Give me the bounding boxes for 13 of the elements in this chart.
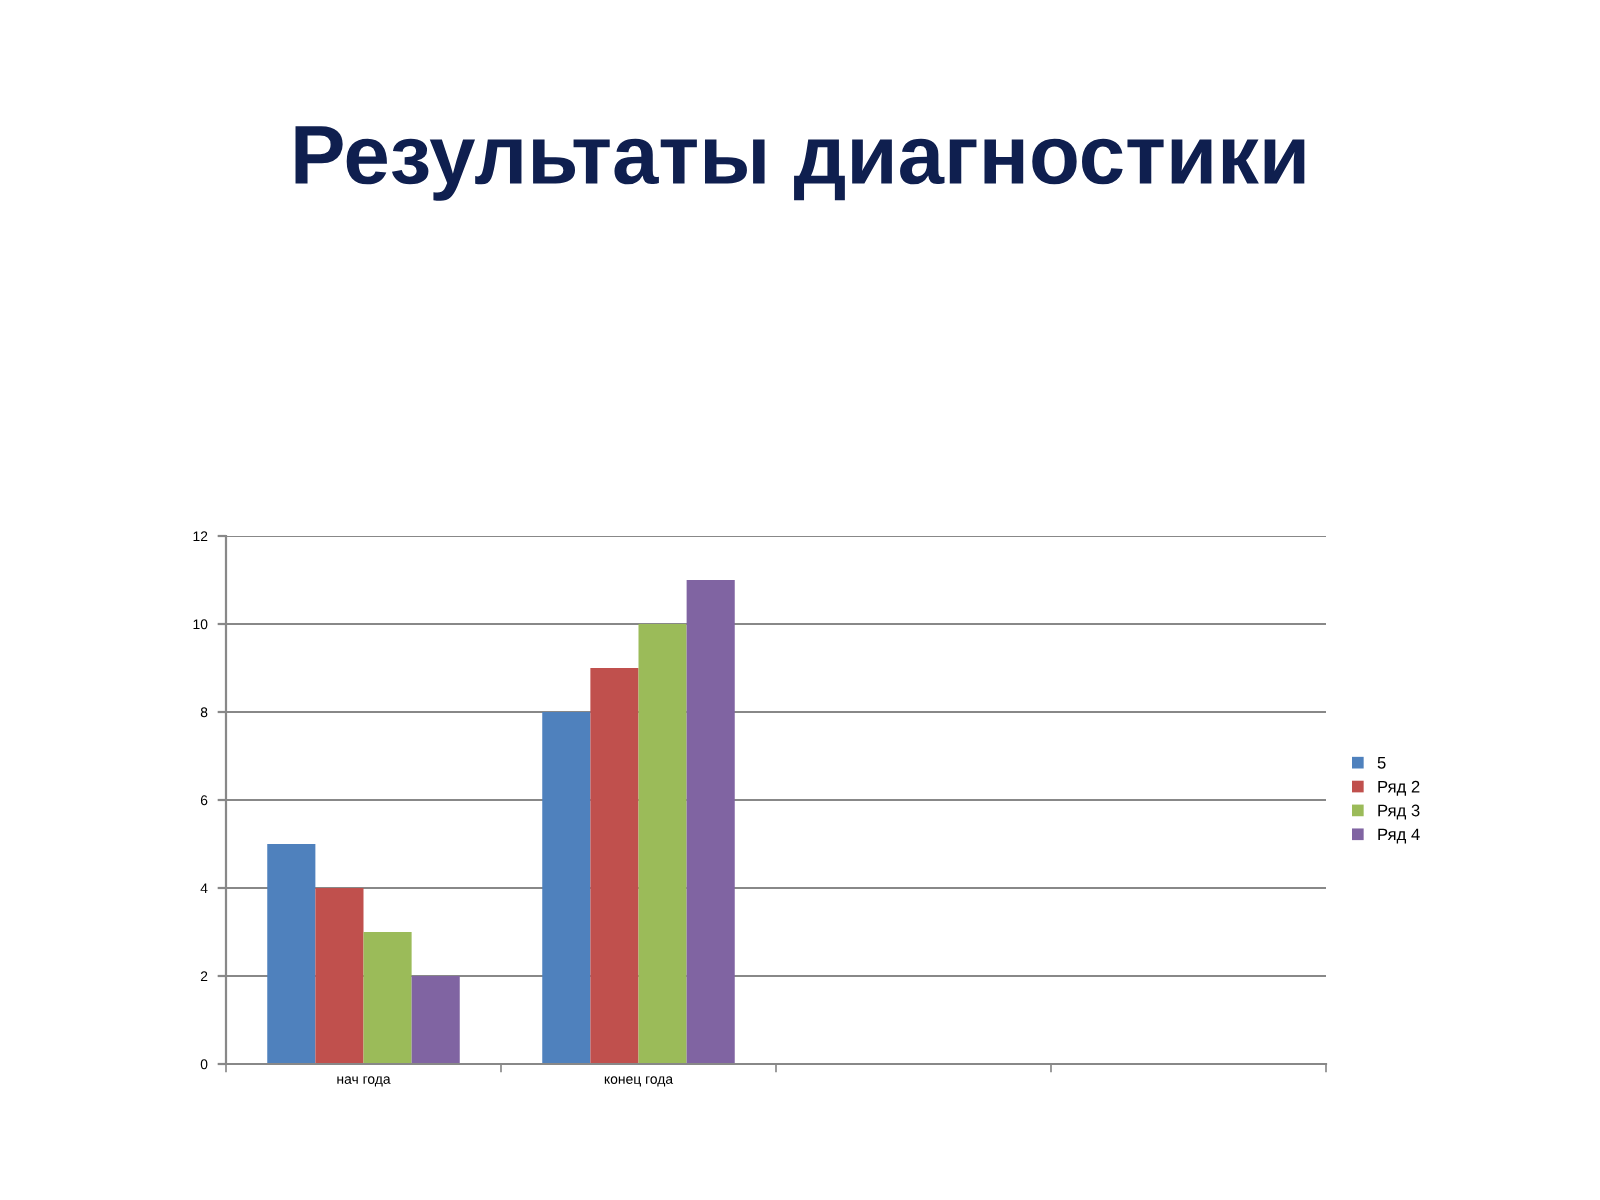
bar	[590, 668, 639, 1064]
chart-title: Результаты диагностики	[295, 126, 1305, 201]
legend-label: 5	[1377, 757, 1386, 769]
legend-label: Ряд 4	[1378, 828, 1420, 844]
bar	[411, 976, 460, 1064]
legend-label: Ряд 3	[1378, 804, 1420, 820]
bar	[315, 888, 364, 1064]
bar	[638, 624, 687, 1064]
bar	[686, 580, 735, 1064]
legend-label: Ряд 2	[1378, 780, 1420, 796]
bar	[363, 932, 412, 1064]
bar	[267, 844, 316, 1064]
bar	[542, 712, 591, 1064]
